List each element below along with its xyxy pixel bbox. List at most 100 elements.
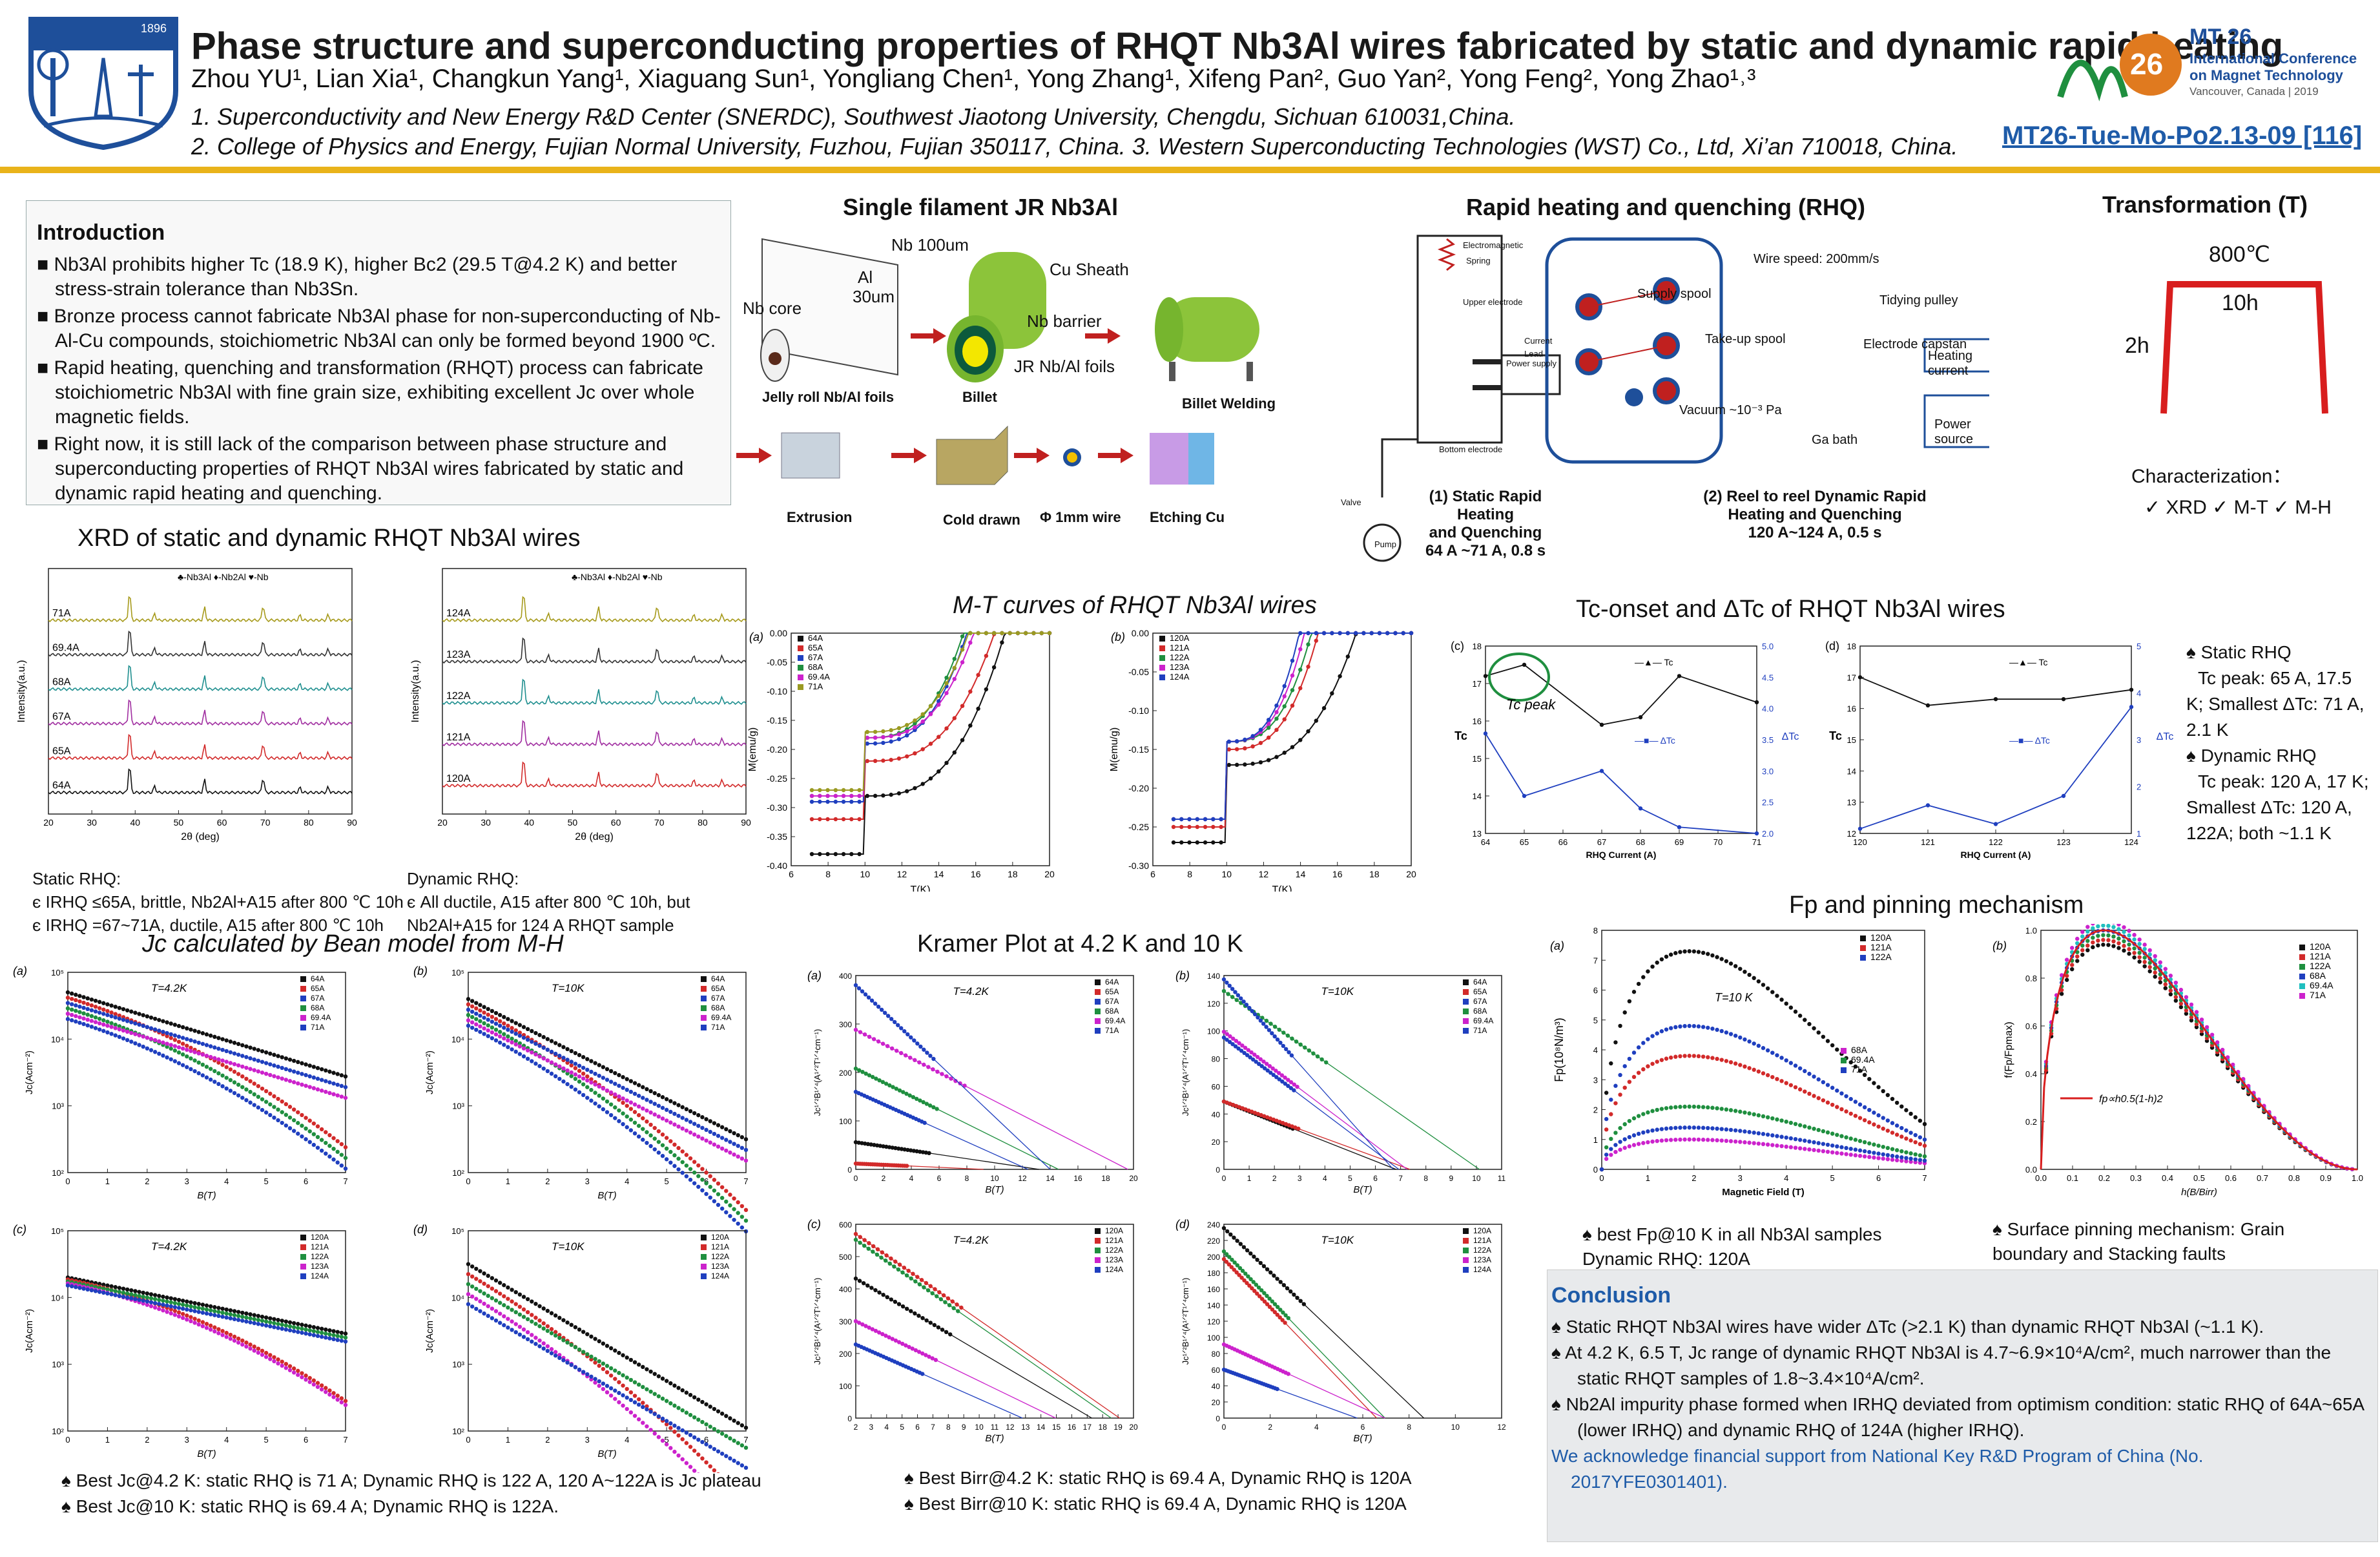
kramer-point: [956, 1309, 960, 1313]
jr-step-6: Φ 1mm wire: [1040, 509, 1121, 525]
jc-point: [129, 1009, 134, 1014]
fp-point: [1844, 1152, 1848, 1156]
jc-point: [466, 1291, 471, 1297]
jc-point: [708, 1184, 712, 1189]
jc-point: [311, 1378, 316, 1383]
jc-point: [74, 992, 78, 997]
kramer-point: [1234, 1103, 1239, 1109]
jc-point: [284, 1323, 289, 1328]
legend-label: 122A: [1870, 952, 1892, 962]
jc-point: [331, 1136, 336, 1140]
kramer-point: [1324, 1060, 1329, 1065]
jc-point: [204, 1032, 209, 1037]
jc-point: [490, 1316, 495, 1321]
jc-point: [716, 1144, 721, 1149]
jc-point: [74, 1003, 78, 1008]
legend-label: 121A: [1170, 643, 1190, 653]
fp-point: [1636, 1114, 1641, 1118]
jc-point: [497, 1321, 502, 1325]
jc-point: [525, 1056, 530, 1061]
fp-point: [1876, 1113, 1881, 1118]
tc-point: [2129, 687, 2134, 692]
jc-point: [645, 1087, 649, 1092]
fp-point: [1830, 1043, 1835, 1048]
legend-swatch: [798, 684, 803, 690]
jc-point: [240, 1310, 245, 1315]
x-tick-label: 7: [343, 1176, 347, 1186]
x-axis-label: T(K): [910, 884, 930, 892]
jc-point: [280, 1099, 284, 1104]
y-tick-label: 8: [1593, 926, 1598, 935]
jc-point: [117, 1016, 122, 1021]
jc-point: [684, 1153, 689, 1157]
jc-point: [256, 1105, 261, 1110]
fp-point: [1618, 1023, 1622, 1029]
mt-point: [944, 675, 949, 680]
jc-point: [478, 1029, 482, 1034]
legend-label: 67A: [311, 994, 324, 1003]
y2-tick-label: 4.5: [1762, 673, 1774, 682]
jc-point: [280, 1055, 284, 1060]
mt-point: [849, 817, 854, 822]
jc-point: [561, 1338, 566, 1343]
fp-point: [1728, 961, 1733, 966]
jc-point: [105, 1287, 110, 1292]
x-tick-label: 6: [789, 869, 794, 879]
fp-norm-point: [2111, 939, 2116, 944]
kramer-point: [867, 1073, 872, 1078]
jc-point: [517, 1324, 523, 1329]
x-tick-label: 40: [524, 817, 534, 828]
dtc-point: [1599, 769, 1604, 773]
jc-point: [97, 1290, 102, 1294]
jc-point: [724, 1138, 729, 1142]
temperature-label: T=4.2K: [151, 1240, 187, 1253]
y-tick-label: -0.10: [1128, 705, 1149, 716]
fp-point: [1618, 1140, 1622, 1144]
kramer-point: [900, 1304, 905, 1309]
jc-point: [545, 1058, 550, 1063]
fp-point: [1784, 1135, 1788, 1140]
x-tick-label: 2: [1272, 1174, 1277, 1183]
conclusion-box: Conclusion ♠ Static RHQT Nb3Al wires hav…: [1547, 1270, 2378, 1542]
fp-point: [1724, 1059, 1729, 1063]
jc-point: [577, 1327, 582, 1332]
jc-point: [645, 1108, 649, 1113]
poster-code-link[interactable]: MT26-Tue-Mo-Po2.13-09 [116]: [2002, 121, 2363, 150]
y-tick-label: 80: [1212, 1055, 1221, 1064]
mt-point: [936, 702, 941, 707]
kramer-point: [920, 1150, 926, 1155]
jc-point: [506, 1017, 510, 1021]
jc-point: [141, 1023, 145, 1029]
jc-point: [466, 997, 471, 1001]
jc-point: [510, 1019, 514, 1023]
jc-point: [65, 990, 70, 995]
kramer-point: [1272, 1034, 1277, 1039]
fp-point: [1618, 1092, 1622, 1097]
kramer-point: [1252, 1111, 1257, 1115]
fp-point: [1710, 953, 1715, 958]
rhq-label: Upper electrode: [1463, 297, 1523, 307]
jc-point: [502, 1294, 506, 1299]
tc-point: [1857, 675, 1863, 680]
jc-point: [204, 1043, 209, 1047]
kramer-point: [1227, 983, 1232, 988]
jc-point: [613, 1348, 617, 1353]
fp-point: [1918, 1142, 1923, 1147]
jc-point: [466, 1262, 471, 1266]
fp-point: [1687, 1137, 1692, 1142]
fp-point: [1853, 1147, 1858, 1152]
fp-point: [1848, 1060, 1853, 1065]
legend-label: 123A: [311, 1262, 329, 1271]
jc-point: [530, 1319, 534, 1324]
jc-point: [291, 1118, 296, 1123]
kramer-point: [1236, 1046, 1241, 1051]
x-tick-label: 10: [1451, 1423, 1460, 1432]
x-tick-label: 12: [1018, 1174, 1027, 1183]
jc-point: [601, 1096, 606, 1101]
jc-point: [728, 1456, 732, 1461]
kramer-point: [1270, 1031, 1274, 1036]
mt-point: [865, 741, 870, 746]
jc-point: [569, 1074, 574, 1078]
fp-point: [1779, 1079, 1784, 1083]
jc-point: [331, 1146, 336, 1151]
